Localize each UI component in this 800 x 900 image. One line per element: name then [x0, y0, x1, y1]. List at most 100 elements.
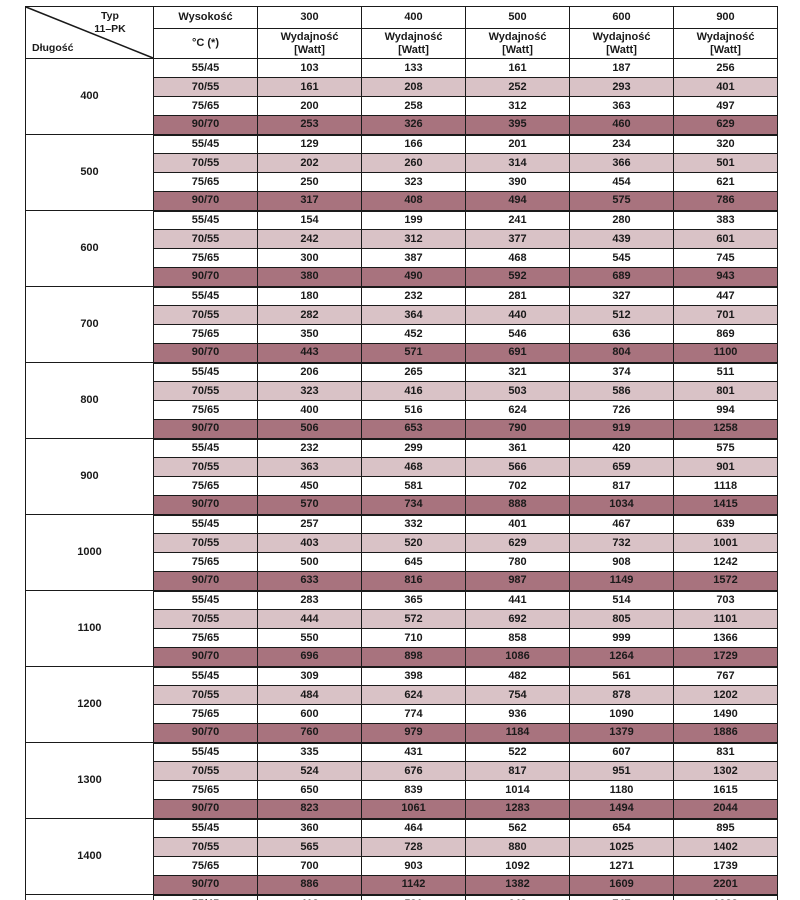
header-row-top: Typ 11–PK Długość Wysokość 300 400 500 6… [25, 6, 778, 59]
output-cell: 180 [257, 286, 362, 306]
output-cell: 252 [465, 77, 570, 97]
output-cell: 416 [361, 381, 466, 401]
output-cell: 710 [361, 628, 466, 648]
output-cell: 332 [361, 514, 466, 534]
output-cell: 823 [257, 799, 362, 820]
output-cell: 767 [673, 666, 778, 686]
output-cell: 312 [465, 96, 570, 116]
output-cell: 420 [569, 438, 674, 458]
heating-performance-table: Typ 11–PK Długość Wysokość 300 400 500 6… [25, 6, 778, 900]
table-row: 75/65 500 645 780 908 1242 [26, 552, 778, 572]
output-cell: 403 [257, 533, 362, 553]
output-cell: 586 [569, 381, 674, 401]
output-cell: 607 [569, 742, 674, 762]
temperature-cell: 55/45 [153, 742, 258, 762]
output-cell: 401 [673, 77, 778, 97]
header-output-900: Wydajność [Watt] [673, 28, 778, 59]
temperature-cell: 75/65 [153, 856, 258, 876]
header-output-900-line1: Wydajność [696, 30, 755, 43]
output-cell: 817 [569, 476, 674, 496]
output-cell: 468 [465, 248, 570, 268]
output-cell: 581 [361, 476, 466, 496]
output-cell: 506 [257, 419, 362, 440]
output-cell: 1025 [569, 837, 674, 857]
header-output-600-line1: Wydajność [592, 30, 651, 43]
output-cell: 440 [465, 305, 570, 325]
temperature-cell: 55/45 [153, 134, 258, 154]
output-cell: 943 [673, 267, 778, 288]
output-cell: 441 [465, 590, 570, 610]
output-cell: 562 [465, 818, 570, 838]
output-cell: 312 [361, 229, 466, 249]
temperature-cell: 90/70 [153, 115, 258, 136]
output-cell: 412 [257, 894, 362, 900]
output-cell: 703 [673, 590, 778, 610]
output-cell: 1415 [673, 495, 778, 516]
table-row: 900 55/45 232 299 361 420 575 [25, 438, 778, 515]
output-cell: 443 [257, 343, 362, 364]
output-cell: 208 [361, 77, 466, 97]
output-cell: 659 [569, 457, 674, 477]
header-output-400-line1: Wydajność [384, 30, 443, 43]
table-row: 70/55 524 676 817 951 1302 [26, 761, 778, 781]
temperature-cell: 75/65 [153, 324, 258, 344]
temperature-cell: 70/55 [153, 77, 258, 97]
header-height-600: 600 [569, 6, 674, 29]
output-cell: 365 [361, 590, 466, 610]
output-cell: 869 [673, 324, 778, 344]
output-cell: 575 [673, 438, 778, 458]
output-cell: 1382 [465, 875, 570, 896]
output-cell: 380 [257, 267, 362, 288]
temperature-cell: 55/45 [153, 590, 258, 610]
output-cell: 1729 [673, 647, 778, 668]
length-cell-800: 800 [25, 362, 154, 439]
table-row: 90/70 506 653 790 919 1258 [26, 419, 778, 440]
output-cell: 702 [465, 476, 570, 496]
temperature-cell: 75/65 [153, 400, 258, 420]
output-cell: 1086 [465, 647, 570, 668]
output-cell: 747 [569, 894, 674, 900]
output-cell: 300 [257, 248, 362, 268]
temperature-cell: 70/55 [153, 153, 258, 173]
temperature-cell: 75/65 [153, 172, 258, 192]
temperature-cell: 70/55 [153, 533, 258, 553]
header-output-400: Wydajność [Watt] [361, 28, 466, 59]
output-cell: 571 [361, 343, 466, 364]
output-cell: 1092 [465, 856, 570, 876]
corner-length-label: Długość [32, 41, 74, 54]
output-cell: 624 [465, 400, 570, 420]
header-output-600-line2: [Watt] [606, 43, 637, 56]
output-cell: 951 [569, 761, 674, 781]
output-cell: 363 [257, 457, 362, 477]
output-cell: 503 [465, 381, 570, 401]
header-height-label: Wysokość [153, 6, 258, 29]
temperature-cell: 55/45 [153, 286, 258, 306]
output-cell: 1101 [673, 609, 778, 629]
output-cell: 464 [361, 818, 466, 838]
output-cell: 522 [465, 742, 570, 762]
output-cell: 654 [569, 818, 674, 838]
output-cell: 467 [569, 514, 674, 534]
output-cell: 1149 [569, 571, 674, 592]
temperature-cell: 70/55 [153, 609, 258, 629]
output-cell: 880 [465, 837, 570, 857]
temperature-cell: 55/45 [153, 514, 258, 534]
output-cell: 283 [257, 590, 362, 610]
output-cell: 452 [361, 324, 466, 344]
output-cell: 497 [673, 96, 778, 116]
output-cell: 299 [361, 438, 466, 458]
output-cell: 636 [569, 324, 674, 344]
output-cell: 257 [257, 514, 362, 534]
table-row: 160055/454125316427471022 [25, 894, 778, 900]
output-cell: 903 [361, 856, 466, 876]
output-cell: 1264 [569, 647, 674, 668]
output-cell: 901 [673, 457, 778, 477]
output-cell: 363 [569, 96, 674, 116]
table-row: 90/70 380 490 592 689 943 [26, 267, 778, 288]
output-cell: 1615 [673, 780, 778, 800]
output-cell: 1366 [673, 628, 778, 648]
output-cell: 447 [673, 286, 778, 306]
header-height-300: 300 [257, 6, 362, 29]
output-cell: 516 [361, 400, 466, 420]
output-cell: 202 [257, 153, 362, 173]
